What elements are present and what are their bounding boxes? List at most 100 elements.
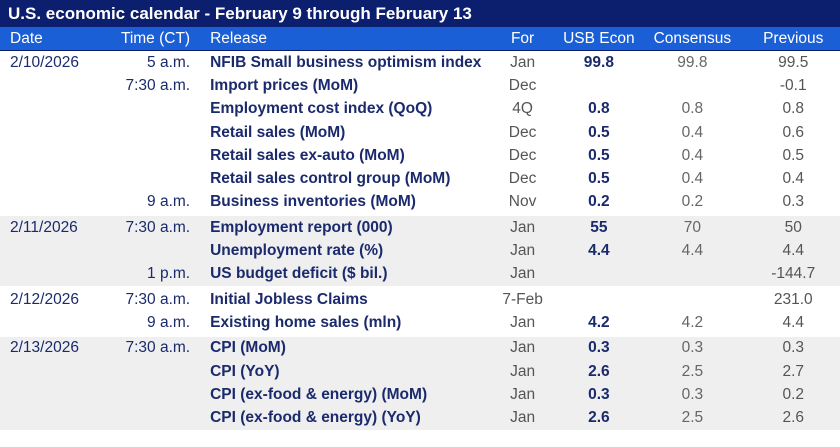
cell-previous: -144.7 — [771, 265, 816, 283]
cell-previous: 2.6 — [782, 409, 805, 427]
cell-release: CPI (ex-food & energy) (YoY) — [210, 409, 421, 427]
cell-for: Jan — [510, 313, 536, 331]
cell-for: Jan — [510, 339, 536, 357]
header-usb-econ: USB Econ — [563, 29, 635, 47]
cell-release: US budget deficit ($ bil.) — [210, 265, 388, 283]
cell-time: 7:30 a.m. — [125, 290, 191, 308]
header-release: Release — [210, 29, 267, 47]
cell-release: Employment cost index (QoQ) — [210, 100, 433, 118]
cell-usb: 2.6 — [588, 362, 610, 380]
cell-time: 5 a.m. — [147, 53, 191, 71]
table-row: CPI (YoY) Jan 2.6 2.5 2.7 — [0, 359, 840, 384]
table-row: 2/11/2026 7:30 a.m. Employment report (000… — [0, 214, 840, 240]
cell-time: 7:30 a.m. — [125, 76, 191, 94]
table-row: Retail sales control group (MoM) Dec 0.5 0.… — [0, 167, 840, 191]
cell-release: Employment report (000) — [210, 218, 393, 236]
cell-previous: 4.4 — [782, 242, 805, 260]
cell-consensus: 2.5 — [681, 409, 704, 427]
cell-previous: 50 — [784, 218, 802, 236]
cell-date: 2/13/2026 — [10, 339, 79, 357]
cell-previous: 99.5 — [778, 53, 809, 71]
cell-release: CPI (YoY) — [210, 362, 280, 380]
cell-release: CPI (MoM) — [210, 339, 286, 357]
cell-usb: 0.3 — [588, 385, 610, 403]
cell-consensus: 99.8 — [677, 53, 708, 71]
cell-usb: 55 — [590, 218, 608, 236]
table-row: CPI (ex-food & energy) (MoM) Jan 0.3 0.3 0.2 — [0, 383, 840, 407]
cell-for: Jan — [510, 53, 536, 71]
table-row: 9 a.m. Business inventories (MoM) Nov 0.2 0.… — [0, 190, 840, 215]
table-row: 2/13/2026 7:30 a.m. CPI (MoM) Jan 0.3 0.3 0.3 — [0, 334, 840, 360]
table-row: CPI (ex-food & energy) (YoY) Jan 2.6 2.5 2.6 — [0, 406, 840, 430]
cell-previous: 2.7 — [782, 362, 805, 380]
cell-time: 9 a.m. — [147, 193, 191, 211]
table-body: 2/10/2026 5 a.m. NFIB Small business optim… — [0, 51, 840, 430]
cell-release: Unemployment rate (%) — [210, 242, 384, 260]
cell-time: 1 p.m. — [147, 265, 191, 283]
cell-release: CPI (ex-food & energy) (MoM) — [210, 385, 428, 403]
cell-consensus: 0.4 — [681, 146, 704, 164]
cell-release: NFIB Small business optimism index — [210, 53, 482, 71]
cell-previous: 0.3 — [782, 339, 805, 357]
cell-previous: 0.6 — [782, 123, 805, 141]
cell-usb: 99.8 — [583, 53, 614, 71]
cell-release: Existing home sales (mln) — [210, 313, 402, 331]
cell-previous: 0.3 — [782, 193, 805, 211]
cell-previous: -0.1 — [779, 76, 807, 94]
table-row: 2/12/2026 7:30 a.m. Initial Jobless Claims… — [0, 285, 840, 312]
table-row: Retail sales (MoM) Dec 0.5 0.4 0.6 — [0, 120, 840, 145]
cell-date: 2/10/2026 — [10, 53, 79, 71]
cell-for: 7-Feb — [502, 290, 543, 308]
header-date: Date — [10, 29, 43, 47]
cell-for: Jan — [510, 218, 536, 236]
cell-consensus: 0.3 — [681, 385, 704, 403]
cell-consensus: 70 — [683, 218, 701, 236]
cell-for: Jan — [510, 362, 536, 380]
cell-release: Retail sales ex-auto (MoM) — [210, 146, 405, 164]
header-consensus: Consensus — [653, 29, 732, 47]
cell-for: Nov — [508, 193, 537, 211]
cell-consensus: 0.3 — [681, 339, 704, 357]
header-previous: Previous — [763, 29, 824, 47]
cell-for: Dec — [508, 123, 537, 141]
table-row: 7:30 a.m. Import prices (MoM) Dec -0.1 — [0, 74, 840, 98]
cell-consensus: 0.4 — [681, 170, 704, 188]
cell-for: Jan — [510, 385, 536, 403]
cell-release: Retail sales control group (MoM) — [210, 170, 451, 188]
cell-time: 7:30 a.m. — [125, 218, 191, 236]
cell-usb: 2.6 — [588, 409, 610, 427]
cell-for: Jan — [510, 242, 536, 260]
cell-consensus: 0.8 — [681, 100, 704, 118]
cell-previous: 0.8 — [782, 100, 805, 118]
cell-usb: 4.4 — [588, 242, 610, 260]
cell-for: Dec — [508, 146, 537, 164]
cell-usb: 0.5 — [588, 170, 610, 188]
cell-consensus: 0.2 — [681, 193, 704, 211]
cell-previous: 231.0 — [773, 290, 813, 308]
cell-release: Retail sales (MoM) — [210, 123, 346, 141]
cell-usb: 0.8 — [588, 100, 610, 118]
cell-time: 7:30 a.m. — [125, 339, 191, 357]
cell-for: Jan — [510, 265, 536, 283]
cell-consensus: 4.2 — [681, 313, 704, 331]
cell-usb: 0.3 — [588, 339, 610, 357]
cell-usb: 0.2 — [588, 193, 610, 211]
cell-for: Dec — [508, 170, 537, 188]
table-row: Employment cost index (QoQ) 4Q 0.8 0.8 0.8 — [0, 97, 840, 121]
cell-date: 2/11/2026 — [10, 218, 78, 236]
cell-consensus: 0.4 — [681, 123, 704, 141]
header-time: Time (CT) — [120, 29, 191, 47]
cell-release: Import prices (MoM) — [210, 76, 359, 94]
cell-consensus: 4.4 — [681, 242, 704, 260]
cell-release: Business inventories (MoM) — [210, 193, 416, 211]
table-row: 2/10/2026 5 a.m. NFIB Small business optim… — [0, 51, 840, 75]
table-row: 1 p.m. US budget deficit ($ bil.) Jan -144.… — [0, 262, 840, 286]
cell-date: 2/12/2026 — [10, 290, 79, 308]
cell-time: 9 a.m. — [147, 313, 191, 331]
table-row: 9 a.m. Existing home sales (mln) Jan 4.2 4.2… — [0, 311, 840, 335]
cell-for: 4Q — [512, 100, 533, 118]
cell-usb: 0.5 — [588, 123, 610, 141]
cell-consensus: 2.5 — [681, 362, 704, 380]
table-row: Unemployment rate (%) Jan 4.4 4.4 4.4 — [0, 239, 840, 263]
cell-for: Jan — [510, 409, 536, 427]
